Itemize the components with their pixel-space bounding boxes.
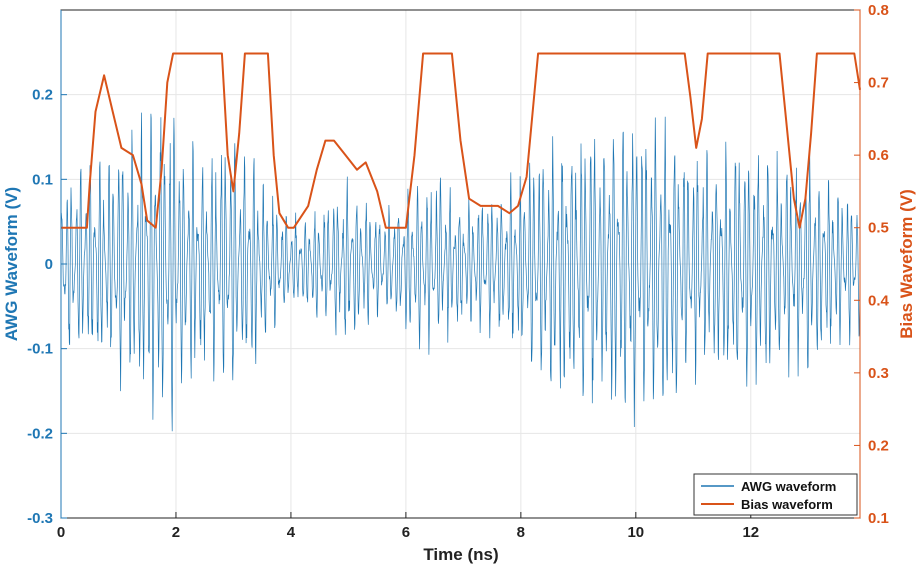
left-y-tick-label: -0.1 <box>27 341 53 358</box>
right-y-tick-label: 0.4 <box>868 292 890 309</box>
x-axis-label: Time (ns) <box>423 545 498 564</box>
left-y-axis-label: AWG Waveform (V) <box>2 187 21 341</box>
right-y-tick-label: 0.3 <box>868 365 889 382</box>
left-y-tick-label: 0 <box>45 256 53 273</box>
legend: AWG waveform Bias waveform <box>693 473 858 516</box>
right-y-axis-ticks: 0.1 0.2 0.3 0.4 0.5 0.6 0.7 0.8 <box>854 2 890 527</box>
bias-waveform-line <box>61 52 861 229</box>
x-tick-label: 2 <box>172 524 180 541</box>
awg-waveform-series <box>60 112 861 432</box>
left-y-axis-ticks: -0.3 -0.2 -0.1 0 0.1 0.2 <box>27 10 67 527</box>
right-y-tick-label: 0.8 <box>868 2 889 19</box>
right-y-tick-label: 0.6 <box>868 147 889 164</box>
x-axis-ticks: 0 2 4 6 8 10 12 <box>57 512 759 541</box>
legend-box <box>693 473 858 516</box>
left-y-tick-label: 0.2 <box>32 87 53 104</box>
left-y-tick-label: -0.2 <box>27 425 53 442</box>
x-tick-label: 0 <box>57 524 65 541</box>
legend-label-bias: Bias waveform <box>741 497 833 512</box>
left-y-tick-label: -0.3 <box>27 510 53 527</box>
x-tick-label: 8 <box>517 524 525 541</box>
x-tick-label: 12 <box>742 524 759 541</box>
x-tick-label: 10 <box>627 524 644 541</box>
x-tick-label: 6 <box>402 524 410 541</box>
x-tick-label: 4 <box>287 524 296 541</box>
right-y-tick-label: 0.2 <box>868 437 889 454</box>
legend-label-awg: AWG waveform <box>741 479 836 494</box>
awg-waveform-line <box>60 112 861 432</box>
left-y-tick-label: 0.1 <box>32 171 53 188</box>
right-y-tick-label: 0.5 <box>868 220 889 237</box>
right-y-tick-label: 0.7 <box>868 75 889 92</box>
right-y-axis-label: Bias Waveform (V) <box>897 189 916 339</box>
bias-waveform-series <box>61 52 861 229</box>
right-y-tick-label: 0.1 <box>868 510 889 527</box>
